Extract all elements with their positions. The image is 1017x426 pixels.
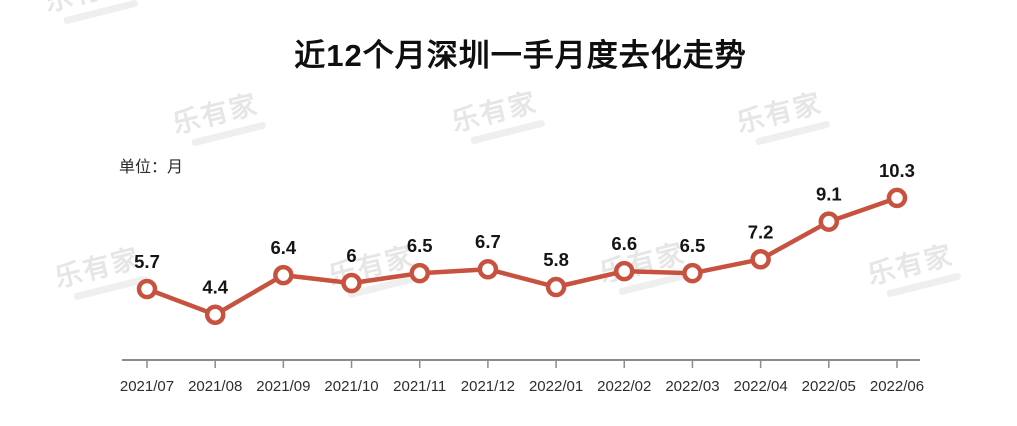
chart-title: 近12个月深圳一手月度去化走势	[294, 38, 747, 73]
x-axis-label: 2021/11	[393, 378, 446, 395]
data-point-label: 6	[346, 245, 356, 266]
x-axis-label: 2022/03	[665, 378, 719, 395]
data-point-marker	[273, 264, 294, 286]
data-point-marker	[750, 249, 771, 270]
data-point-marker	[477, 258, 499, 280]
chart-line	[144, 195, 900, 317]
x-axis-label: 2021/09	[256, 378, 310, 395]
data-point-label: 5.7	[134, 251, 160, 272]
data-point-label: 9.1	[816, 184, 842, 205]
data-point-label: 5.8	[543, 249, 569, 270]
data-point-label: 6.5	[680, 235, 706, 256]
data-point-marker	[614, 260, 635, 282]
data-point-label: 4.4	[202, 277, 228, 298]
data-point-marker	[204, 304, 226, 325]
data-point-marker	[136, 278, 158, 300]
data-point-marker	[818, 211, 840, 232]
x-axis-label: 2022/01	[529, 378, 583, 395]
data-point-label: 6.4	[271, 237, 297, 258]
data-point-label: 6.6	[611, 233, 637, 254]
data-point-marker	[409, 262, 430, 284]
x-axis-label: 2021/12	[461, 378, 515, 395]
x-axis-label: 2022/05	[802, 378, 856, 395]
data-point-label: 6.7	[475, 231, 501, 252]
data-point-marker	[682, 262, 703, 284]
data-point-label: 10.3	[879, 160, 915, 181]
x-axis-label: 2022/04	[734, 378, 788, 395]
unit-label: 单位：月	[119, 159, 184, 176]
data-point-marker	[341, 272, 362, 294]
x-axis-label: 2021/10	[324, 378, 378, 395]
data-point-label: 7.2	[748, 221, 774, 242]
x-axis-label: 2022/02	[597, 378, 651, 395]
x-axis-label: 2022/06	[870, 378, 924, 395]
data-point-marker	[545, 276, 567, 298]
x-axis-label: 2021/08	[188, 378, 242, 395]
data-point-marker	[886, 187, 908, 209]
x-axis-label: 2021/07	[120, 378, 174, 395]
data-point-label: 6.5	[407, 235, 433, 256]
